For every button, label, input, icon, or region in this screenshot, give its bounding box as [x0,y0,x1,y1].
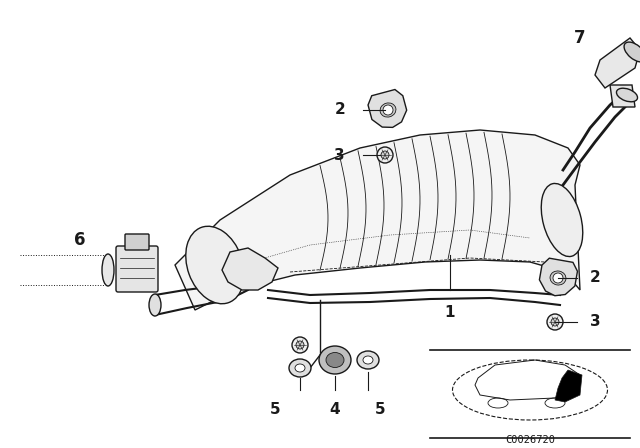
Ellipse shape [616,88,637,102]
Polygon shape [368,90,406,127]
Text: 4: 4 [330,402,340,417]
Ellipse shape [380,103,396,117]
Circle shape [553,273,563,283]
Text: C0026720: C0026720 [505,435,555,445]
Circle shape [296,341,304,349]
Polygon shape [555,370,582,402]
Circle shape [383,105,393,115]
Polygon shape [175,130,580,310]
Ellipse shape [186,226,244,304]
Ellipse shape [326,353,344,367]
Text: 3: 3 [590,314,600,329]
Circle shape [381,151,389,159]
Polygon shape [595,38,640,88]
Ellipse shape [295,364,305,372]
Ellipse shape [289,359,311,377]
Circle shape [551,318,559,326]
Polygon shape [610,85,635,107]
Ellipse shape [319,346,351,374]
Ellipse shape [541,183,583,257]
Text: 7: 7 [574,29,586,47]
Polygon shape [540,258,577,296]
Text: 5: 5 [269,402,280,417]
Polygon shape [222,248,278,290]
Ellipse shape [102,254,114,286]
Ellipse shape [149,294,161,316]
Text: 2: 2 [590,271,601,285]
Text: 5: 5 [374,402,385,417]
Text: 1: 1 [445,305,455,320]
FancyBboxPatch shape [116,246,158,292]
Ellipse shape [624,42,640,62]
Ellipse shape [363,356,373,364]
Text: 3: 3 [334,147,345,163]
Text: 2: 2 [334,103,345,117]
FancyBboxPatch shape [125,234,149,250]
Ellipse shape [357,351,379,369]
Text: 6: 6 [74,231,86,249]
Ellipse shape [550,271,566,285]
Circle shape [547,314,563,330]
Circle shape [377,147,393,163]
Circle shape [292,337,308,353]
